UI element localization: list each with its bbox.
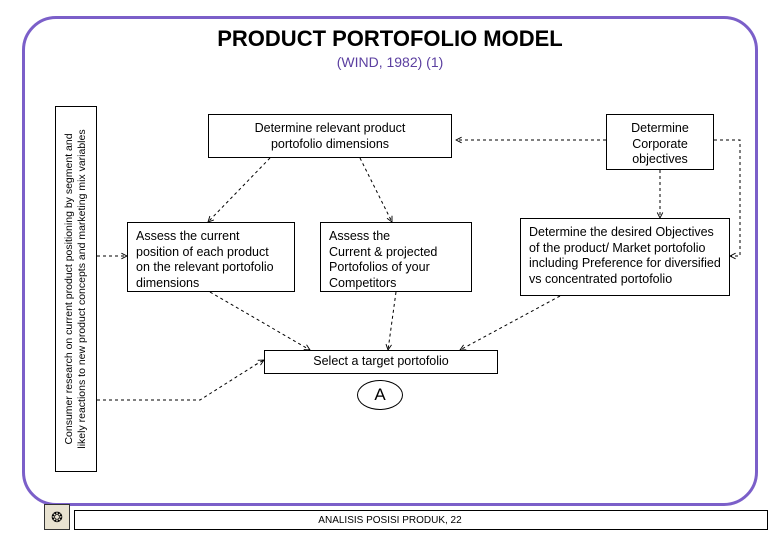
box-corporate-objectives: DetermineCorporateobjectives [606,114,714,170]
page-subtitle: (WIND, 1982) (1) [0,54,780,70]
connector-a: A [357,380,403,410]
box-assess-competitors: Assess theCurrent & projectedPortofolios… [320,222,472,292]
box-select-target: Select a target portofolio [264,350,498,374]
box-determine-dimensions: Determine relevant productportofolio dim… [208,114,452,158]
box-desired-objectives: Determine the desired Objectives of the … [520,218,730,296]
box-assess-current: Assess the current position of each prod… [127,222,295,292]
sidebar-research-text: Consumer research on current product pos… [63,109,89,469]
footer-text: ANALISIS POSISI PRODUK, 22 [0,515,780,526]
page-title: PRODUCT PORTOFOLIO MODEL [0,26,780,52]
sidebar-research-box: Consumer research on current product pos… [55,106,97,472]
